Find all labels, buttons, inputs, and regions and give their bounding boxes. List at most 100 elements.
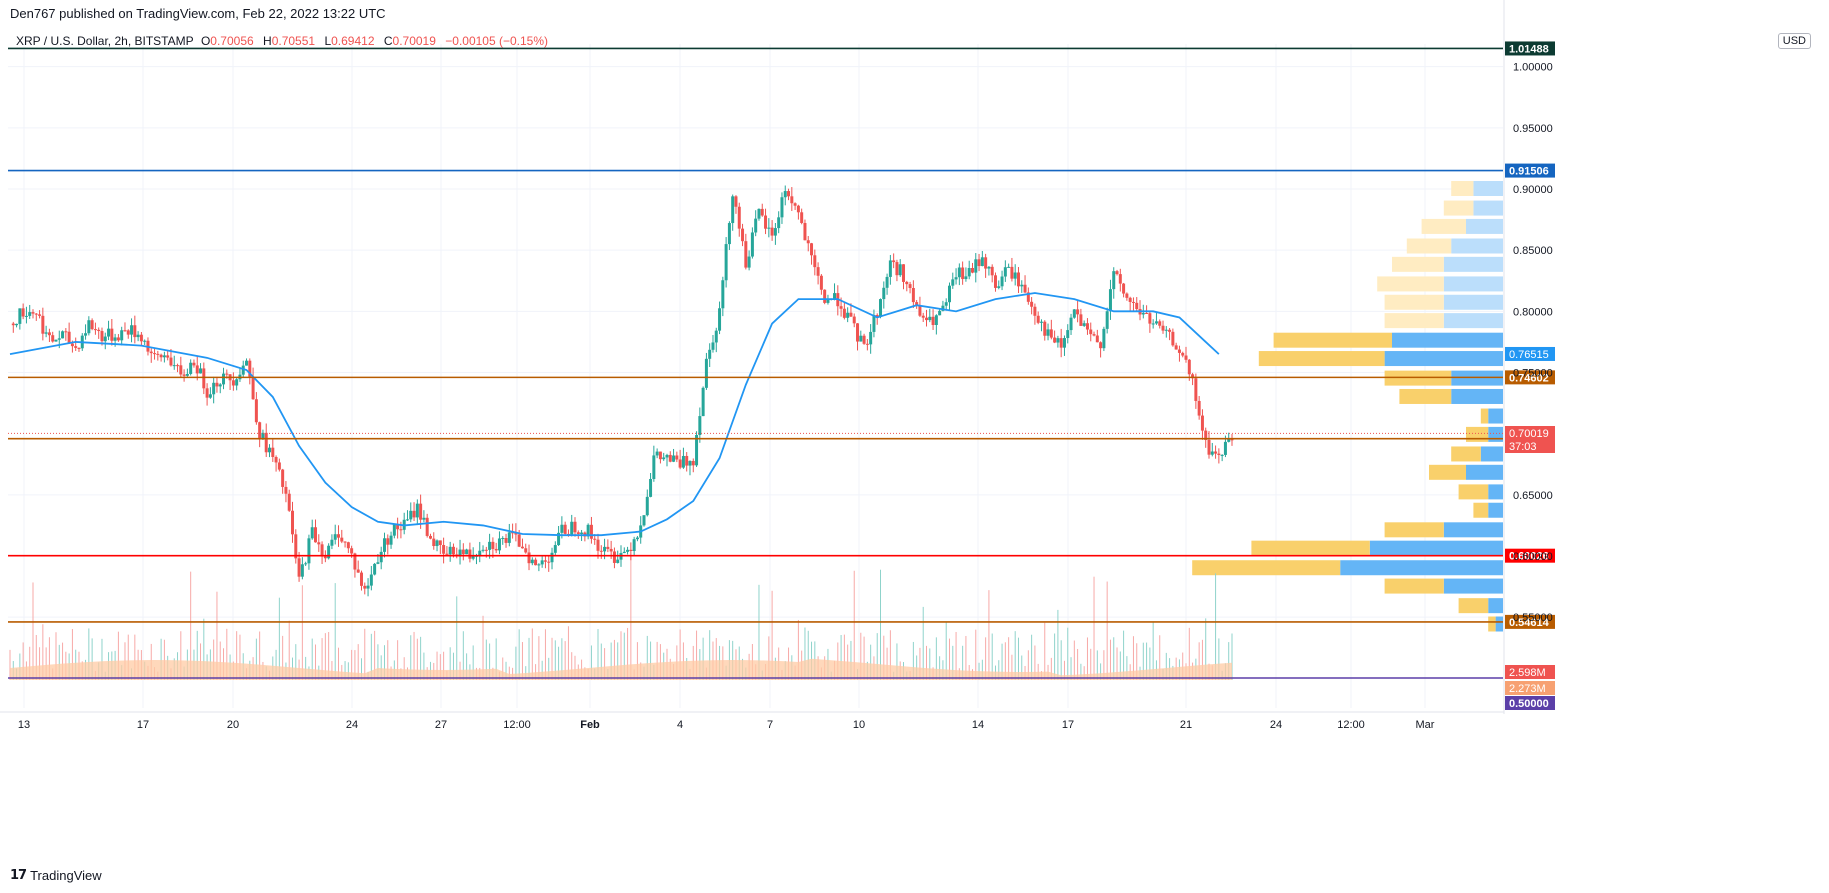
- candle-body: [254, 399, 258, 423]
- candle-body: [543, 560, 547, 562]
- candle-body: [231, 380, 235, 386]
- candle-body: [1191, 374, 1195, 379]
- candle-body: [1230, 439, 1234, 441]
- candle-body: [107, 328, 111, 337]
- candle-body: [658, 451, 662, 460]
- candle-body: [192, 362, 196, 366]
- candle-body: [507, 532, 511, 543]
- candle-body: [668, 454, 672, 462]
- volume-profile-buy: [1458, 598, 1489, 614]
- candle-body: [314, 527, 317, 543]
- price-tick-label: 0.75000: [1513, 368, 1553, 380]
- level-label-bg: [1505, 696, 1555, 710]
- candle-body: [589, 524, 593, 539]
- candle-body: [672, 455, 676, 462]
- candle-body: [655, 451, 659, 456]
- volume-profile-sell: [1488, 426, 1503, 442]
- candle-body: [606, 546, 610, 549]
- candle-body: [47, 332, 51, 336]
- time-tick-label: 21: [1180, 719, 1192, 731]
- candle-body: [419, 503, 423, 520]
- candle-body: [409, 510, 413, 520]
- tradingview-logo-icon: 17: [10, 868, 27, 883]
- volume-profile-buy: [1458, 484, 1489, 500]
- marker-label: 37:03: [1509, 441, 1537, 453]
- candle-body: [642, 515, 646, 526]
- candle-body: [159, 354, 163, 358]
- candle-body: [777, 217, 781, 229]
- marker-label: 2.273M: [1509, 683, 1546, 695]
- volume-profile-buy: [1406, 238, 1452, 254]
- volume-profile-sell: [1384, 351, 1503, 367]
- candle-body: [1122, 283, 1126, 294]
- candle-body: [1069, 317, 1073, 331]
- candle-body: [74, 346, 78, 348]
- candle-body: [182, 374, 186, 376]
- candle-body: [787, 191, 791, 197]
- candle-body: [271, 447, 275, 457]
- candle-body: [685, 455, 689, 466]
- marker-label: 2.598M: [1509, 667, 1546, 679]
- candle-body: [21, 308, 25, 317]
- candle-body: [343, 541, 347, 543]
- candle-body: [169, 357, 173, 366]
- candle-body: [1016, 272, 1020, 287]
- candle-body: [580, 532, 584, 535]
- candle-body: [530, 559, 534, 564]
- candle-body: [862, 335, 866, 344]
- candle-body: [399, 529, 403, 531]
- candle-body: [819, 275, 823, 290]
- candle-body: [718, 308, 722, 331]
- candle-body: [248, 360, 252, 377]
- candle-body: [359, 572, 363, 586]
- candle-body: [1085, 323, 1089, 330]
- volume-profile-sell: [1443, 522, 1503, 538]
- candle-body: [488, 541, 492, 550]
- candle-body: [162, 355, 166, 358]
- volume-profile-buy: [1429, 464, 1466, 480]
- candle-body: [1168, 329, 1172, 332]
- candle-body: [1184, 355, 1188, 360]
- candle-body: [212, 382, 216, 395]
- candle-body: [389, 535, 393, 545]
- candle-body: [1099, 342, 1103, 349]
- volume-profile-buy: [1480, 408, 1489, 424]
- volume-profile-sell: [1466, 218, 1503, 234]
- candle-body: [373, 563, 377, 575]
- candle-body: [698, 416, 702, 435]
- candle-body: [1033, 306, 1037, 316]
- time-tick-label: 14: [972, 719, 984, 731]
- candle-body: [1023, 284, 1027, 293]
- candle-body: [307, 538, 311, 564]
- candle-body: [652, 455, 656, 479]
- candle-body: [524, 548, 528, 553]
- candle-body: [15, 323, 19, 326]
- candle-body: [993, 275, 997, 288]
- candle-body: [1092, 334, 1096, 336]
- footer-brand[interactable]: 17 TradingView: [10, 868, 102, 883]
- candle-body: [537, 564, 541, 566]
- candle-body: [1161, 325, 1165, 331]
- candle-body: [120, 330, 124, 341]
- candle-body: [750, 232, 754, 257]
- candle-body: [872, 315, 876, 332]
- candle-body: [64, 331, 68, 333]
- candle-body: [156, 353, 160, 355]
- currency-badge[interactable]: USD: [1777, 33, 1811, 49]
- candle-body: [741, 228, 745, 242]
- candle-body: [934, 315, 938, 325]
- candle-body: [44, 332, 48, 334]
- volume-profile-sell: [1443, 313, 1503, 329]
- candle-body: [481, 549, 485, 551]
- candle-body: [277, 462, 281, 470]
- candle-body: [320, 544, 324, 557]
- candle-body: [1174, 345, 1178, 350]
- symbol-name[interactable]: XRP / U.S. Dollar, 2h, BITSTAMP: [16, 34, 194, 48]
- volume-profile-sell: [1443, 256, 1503, 272]
- candle-body: [727, 223, 731, 245]
- volume-profile-sell: [1466, 464, 1503, 480]
- volume-profile-buy: [1451, 181, 1474, 196]
- candle-body: [54, 339, 58, 342]
- candle-body: [103, 336, 107, 342]
